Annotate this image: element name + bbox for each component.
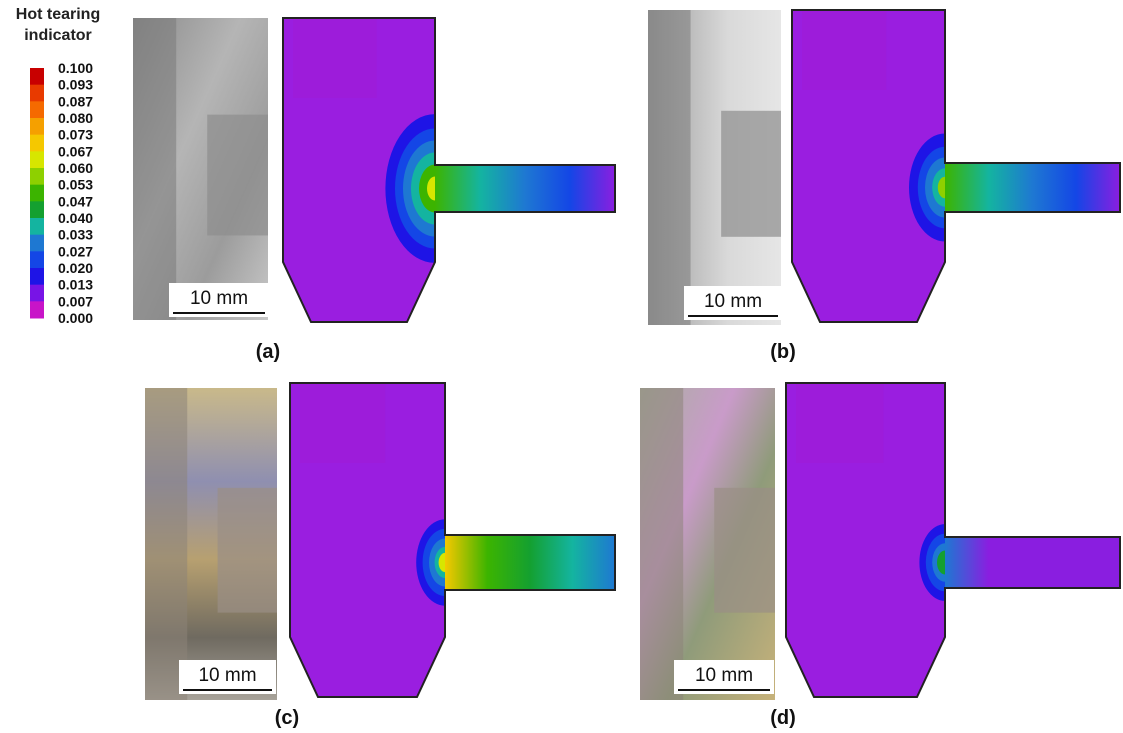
arm-gradient <box>945 163 1120 212</box>
scale-bar-label: 10 mm <box>704 291 762 312</box>
scale-bar-label: 10 mm <box>198 665 256 686</box>
legend-label: 0.040 <box>58 210 93 226</box>
legend-swatch <box>30 118 44 135</box>
photo-specimen <box>721 111 781 237</box>
photo-specimen <box>207 115 268 236</box>
legend-label: 0.093 <box>58 77 93 93</box>
figure: Hot tearing indicator 0.1000.0930.0870.0… <box>0 0 1123 733</box>
legend-swatch <box>30 135 44 152</box>
legend-label: 0.060 <box>58 160 93 176</box>
arm-gradient <box>945 537 1120 588</box>
legend-label: 0.013 <box>58 277 93 293</box>
legend-label: 0.087 <box>58 93 93 109</box>
panel: 10 mm (d) <box>640 383 1120 729</box>
legend-label: 0.020 <box>58 260 93 276</box>
scale-bar-label: 10 mm <box>190 288 248 309</box>
legend-swatch <box>30 285 44 302</box>
legend-swatch <box>30 251 44 268</box>
legend-label: 0.033 <box>58 227 93 243</box>
simulation-zone <box>796 383 883 463</box>
legend-label: 0.000 <box>58 310 93 326</box>
panel-label: (d) <box>770 707 796 729</box>
legend-swatch <box>30 168 44 185</box>
photo-plate <box>133 18 176 320</box>
photo-plate <box>648 10 691 325</box>
simulation <box>786 383 1120 697</box>
simulation <box>792 10 1120 322</box>
figure-canvas: 0.1000.0930.0870.0800.0730.0670.0600.053… <box>0 0 1123 733</box>
panel-label: (a) <box>256 341 280 363</box>
legend-swatch <box>30 85 44 102</box>
legend-swatch <box>30 235 44 252</box>
simulation <box>283 18 615 322</box>
panel-label: (b) <box>770 341 796 363</box>
panel-label: (c) <box>275 707 299 729</box>
photo-specimen <box>218 488 277 613</box>
simulation-zone <box>300 383 385 463</box>
photo-plate <box>145 388 187 700</box>
photo-plate <box>640 388 683 700</box>
legend-label: 0.100 <box>58 60 93 76</box>
arm-gradient <box>435 165 615 212</box>
arm-gradient <box>445 535 615 590</box>
panel: 10 mm (a) <box>133 18 615 363</box>
legend-swatch <box>30 68 44 85</box>
legend-swatch <box>30 301 44 318</box>
legend-swatch <box>30 218 44 235</box>
legend-label: 0.007 <box>58 293 93 309</box>
panel: 10 mm (b) <box>648 10 1120 363</box>
legend-label: 0.067 <box>58 143 93 159</box>
legend-swatch <box>30 101 44 118</box>
legend-label: 0.027 <box>58 243 93 259</box>
panel: 10 mm (c) <box>145 383 615 729</box>
legend-swatch <box>30 185 44 202</box>
simulation <box>290 383 615 697</box>
legend-label: 0.073 <box>58 127 93 143</box>
photo-specimen <box>714 488 775 613</box>
legend-label: 0.053 <box>58 177 93 193</box>
legend-swatch <box>30 268 44 285</box>
simulation-zone <box>293 18 377 98</box>
simulation-zone <box>802 10 886 90</box>
legend-swatch <box>30 201 44 218</box>
legend-swatch <box>30 151 44 168</box>
scale-bar-label: 10 mm <box>695 665 753 686</box>
legend-label: 0.047 <box>58 193 93 209</box>
legend-label: 0.080 <box>58 110 93 126</box>
